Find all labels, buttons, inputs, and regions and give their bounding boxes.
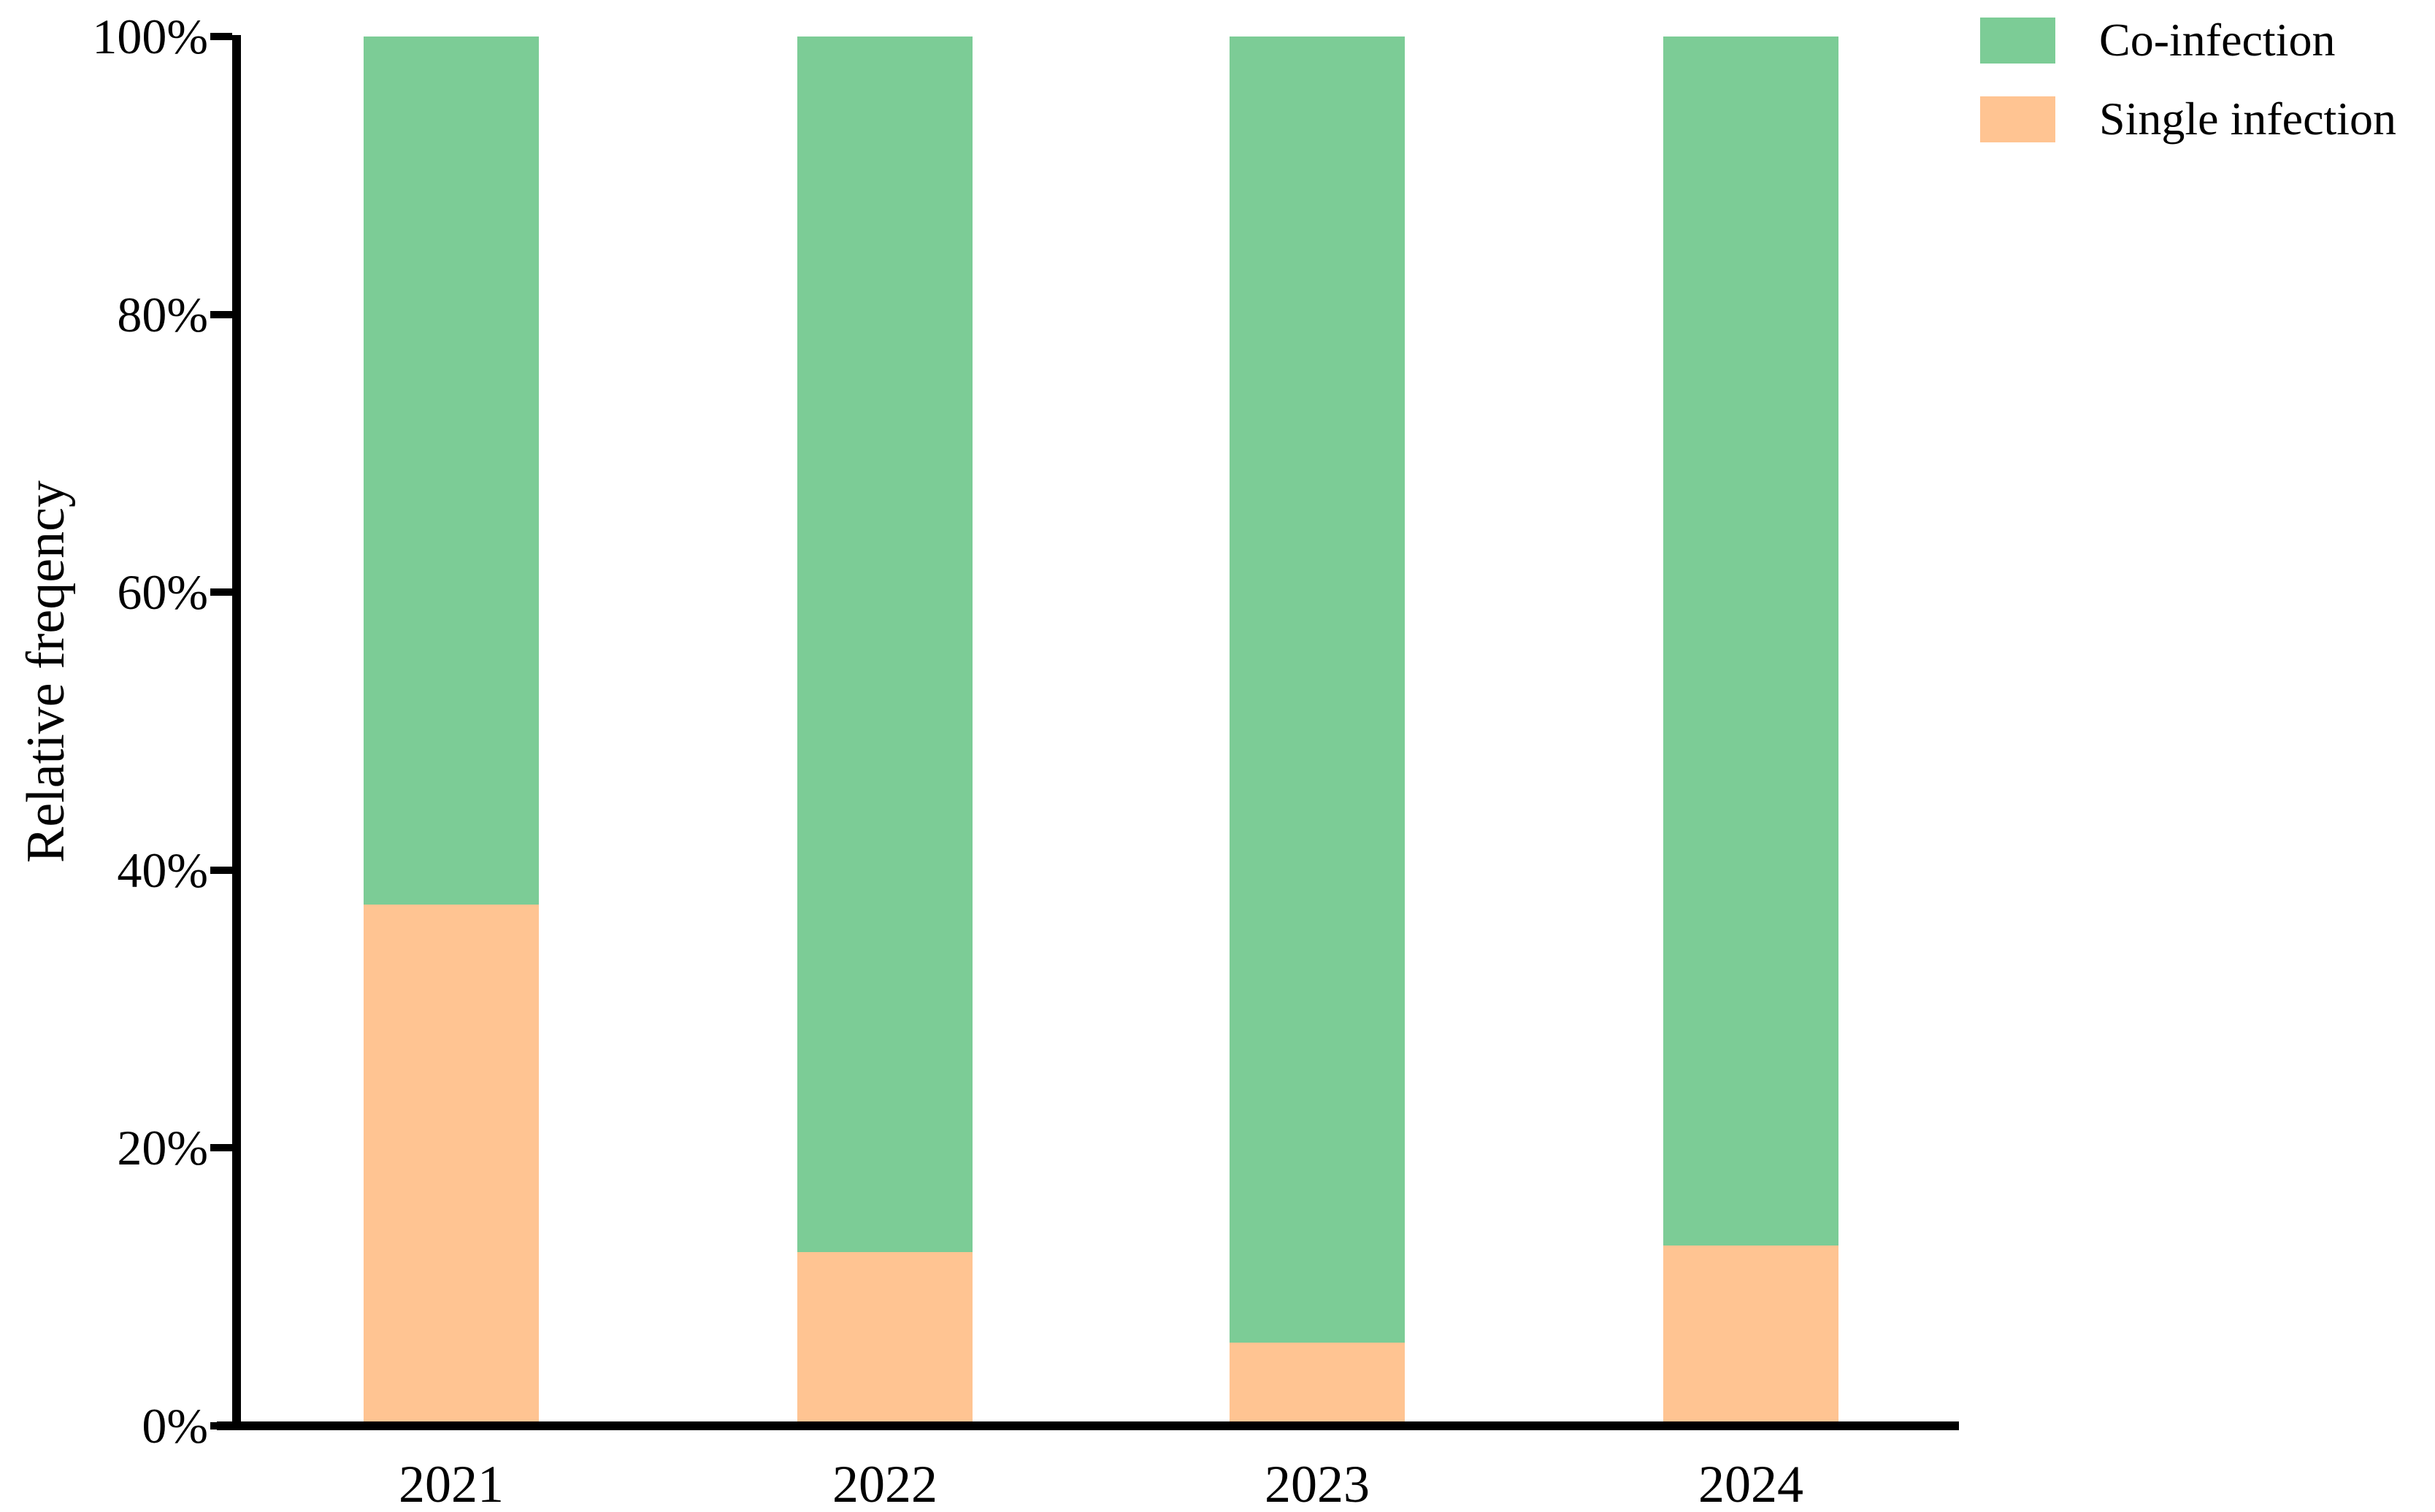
y-tick-label: 0% — [142, 1398, 208, 1454]
y-tick-mark — [210, 866, 232, 874]
y-tick-label: 80% — [117, 286, 208, 342]
legend-item-single-infection: Single infection — [1980, 93, 2396, 145]
y-tick-mark — [210, 1422, 232, 1430]
legend-label-co-infection: Co-infection — [2099, 14, 2336, 66]
x-tick-label: 2021 — [399, 1455, 504, 1512]
bar-segment-co-infection — [1230, 37, 1405, 1343]
bar-segment-co-infection — [1663, 37, 1838, 1246]
bar-segment-co-infection — [797, 37, 973, 1253]
x-tick-label: 2022 — [832, 1455, 937, 1512]
bar-segment-single-infection — [364, 905, 539, 1426]
bar-segment-co-infection — [364, 37, 539, 905]
legend-swatch-co-infection — [1980, 17, 2055, 64]
x-tick-label: 2023 — [1265, 1455, 1370, 1512]
x-tick-label: 2024 — [1698, 1455, 1803, 1512]
y-tick-label: 20% — [117, 1120, 208, 1176]
y-tick-label: 100% — [92, 9, 208, 64]
y-axis-title: Relative freqency — [16, 480, 76, 863]
y-axis-line — [232, 35, 241, 1430]
y-tick-mark — [210, 588, 232, 596]
y-tick-label: 40% — [117, 842, 208, 898]
y-tick-label: 60% — [117, 564, 208, 621]
bar-segment-single-infection — [797, 1252, 973, 1426]
y-tick-mark — [210, 310, 232, 318]
y-tick-mark — [210, 33, 232, 40]
bar-segment-single-infection — [1663, 1245, 1838, 1426]
legend-label-single-infection: Single infection — [2099, 93, 2397, 145]
legend-item-co-infection: Co-infection — [1980, 14, 2335, 66]
y-tick-mark — [210, 1144, 232, 1152]
bar-segment-single-infection — [1230, 1342, 1405, 1426]
x-axis-line — [217, 1421, 1959, 1430]
legend-swatch-single-infection — [1980, 96, 2055, 142]
